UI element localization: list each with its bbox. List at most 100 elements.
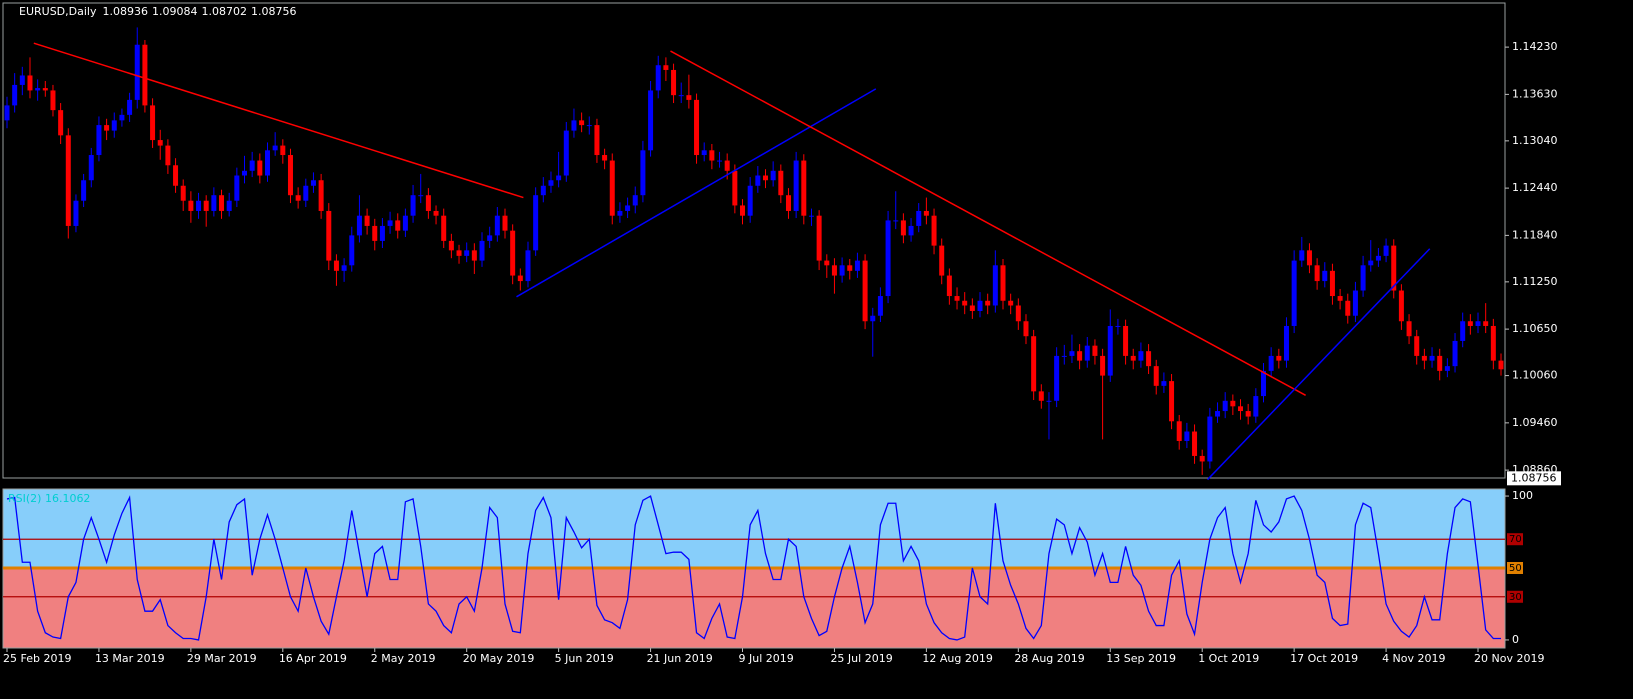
x-tick-label: 21 Jun 2019 xyxy=(647,652,713,665)
candle-body xyxy=(81,180,87,201)
candle-body xyxy=(326,210,332,261)
candle-body xyxy=(1107,325,1113,376)
candle-body xyxy=(1291,260,1297,326)
candle-body xyxy=(1475,321,1481,326)
candle-body xyxy=(1138,351,1144,361)
candle-body xyxy=(1452,340,1458,367)
candle-body xyxy=(510,230,516,276)
candle-body xyxy=(640,150,646,196)
candle-body xyxy=(663,65,669,70)
candle-body xyxy=(686,95,692,100)
candle-body xyxy=(1199,455,1205,462)
candle-body xyxy=(831,265,837,276)
candle-body xyxy=(257,160,263,176)
candle-body xyxy=(410,195,416,216)
candle-body xyxy=(1054,355,1060,401)
candle-body xyxy=(272,145,278,151)
candle-body xyxy=(977,300,983,312)
candle-body xyxy=(1153,366,1159,386)
candle-body xyxy=(1222,400,1228,412)
candle-body xyxy=(226,200,232,211)
header-close: 1.08756 xyxy=(251,5,297,18)
candle-body xyxy=(701,150,707,156)
candle-body xyxy=(563,130,569,176)
price-panel xyxy=(2,2,1506,479)
candle-body xyxy=(318,180,324,211)
candle-body xyxy=(441,215,447,241)
x-tick-label: 25 Jul 2019 xyxy=(830,652,892,665)
x-tick-label: 16 Apr 2019 xyxy=(279,652,347,665)
candle-body xyxy=(1329,270,1335,297)
candle-body xyxy=(594,125,600,156)
candle-body xyxy=(142,44,148,106)
candle-body xyxy=(862,260,868,322)
candle-body xyxy=(533,195,539,251)
y-tick-label: 100 xyxy=(1512,489,1533,502)
candle-body xyxy=(1306,250,1312,266)
candle-body xyxy=(908,225,914,236)
chart-header: EURUSD,Daily 1.08936 1.09084 1.08702 1.08756 xyxy=(19,5,296,18)
candle-body xyxy=(740,205,746,216)
level-label: 50 xyxy=(1509,563,1522,574)
candle-body xyxy=(1483,321,1489,326)
candle-body xyxy=(824,260,830,266)
candle-body xyxy=(1467,321,1473,326)
level-tag xyxy=(1507,561,1523,574)
trendline xyxy=(670,50,1306,396)
candle-body xyxy=(1230,400,1236,407)
candle-body xyxy=(556,175,562,181)
candle-body xyxy=(1215,411,1221,417)
candle-body xyxy=(1130,355,1136,361)
x-tick-label: 29 Mar 2019 xyxy=(187,652,257,665)
x-tick-label: 17 Oct 2019 xyxy=(1290,652,1358,665)
candle-body xyxy=(1337,296,1343,301)
candle-body xyxy=(73,200,79,226)
candle-body xyxy=(1061,355,1067,357)
candle-body xyxy=(724,160,730,171)
x-tick-label: 28 Aug 2019 xyxy=(1014,652,1084,665)
x-tick-label: 4 Nov 2019 xyxy=(1382,652,1445,665)
x-tick-label: 20 Nov 2019 xyxy=(1474,652,1544,665)
candle-body xyxy=(50,90,56,111)
candle-body xyxy=(1460,321,1466,341)
candle-body xyxy=(349,235,355,266)
candle-body xyxy=(1169,381,1175,422)
level-label: 30 xyxy=(1509,592,1522,603)
last-price-tag xyxy=(1507,471,1561,486)
rsi-title: RSI(2) 16.1062 xyxy=(8,492,90,505)
candle-body xyxy=(900,220,906,236)
candle-body xyxy=(295,195,301,201)
candle-body xyxy=(923,210,929,216)
x-tick-label: 2 May 2019 xyxy=(371,652,436,665)
candle-body xyxy=(1245,411,1251,417)
candle-body xyxy=(1444,366,1450,371)
candle-body xyxy=(1398,290,1404,322)
y-tick-label: 1.13630 xyxy=(1512,87,1558,100)
candle-body xyxy=(364,215,370,226)
y-tick-label: 1.11250 xyxy=(1512,275,1558,288)
level-tag xyxy=(1507,533,1523,546)
candle-body xyxy=(387,220,393,226)
candle-body xyxy=(755,175,761,186)
candle-body xyxy=(165,145,171,166)
candle-body xyxy=(1176,421,1182,441)
candle-body xyxy=(1031,336,1037,392)
candle-body xyxy=(119,114,125,121)
candle-body xyxy=(617,210,623,216)
candle-body xyxy=(717,160,723,162)
symbol: EURUSD,Daily xyxy=(19,5,97,18)
candle-body xyxy=(1023,321,1029,337)
candle-body xyxy=(372,225,378,241)
candle-body xyxy=(471,250,477,261)
candle-body xyxy=(196,200,202,211)
candle-body xyxy=(586,125,592,127)
candle-body xyxy=(839,265,845,276)
rsi-upper-zone xyxy=(3,489,1505,568)
x-tick-label: 1 Oct 2019 xyxy=(1198,652,1259,665)
candle-body xyxy=(242,170,248,176)
y-tick-label: 1.10060 xyxy=(1512,369,1558,382)
candle-body xyxy=(180,185,186,201)
candle-body xyxy=(1322,270,1328,282)
candle-body xyxy=(65,135,71,226)
candle-body xyxy=(433,210,439,216)
